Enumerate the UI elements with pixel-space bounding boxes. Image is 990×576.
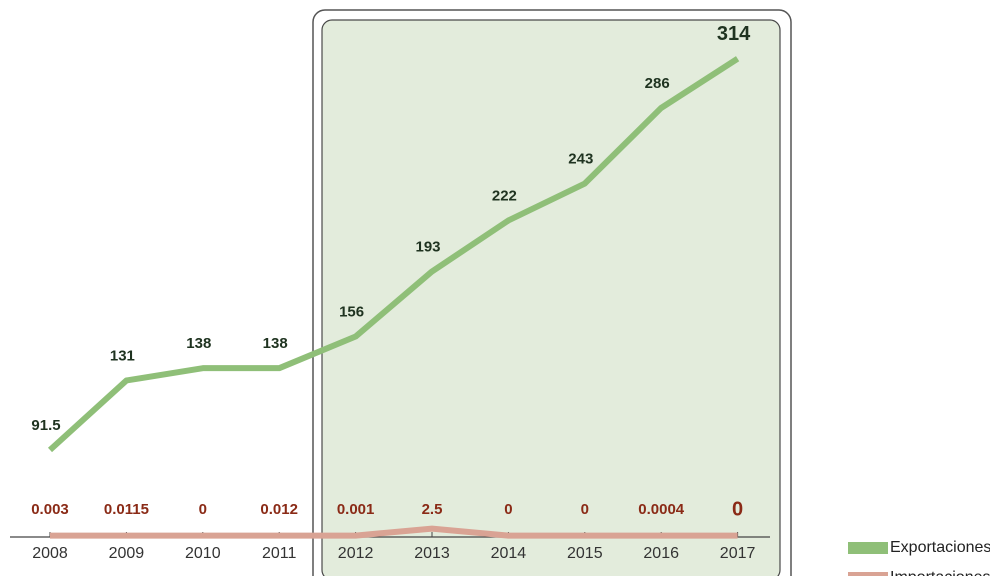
data-label: 138 [263,335,288,352]
legend-label: Importaciones [890,569,990,576]
x-tick-label: 2014 [491,545,527,562]
data-label: 0 [732,498,743,520]
data-label: 0 [581,501,589,518]
highlight-panel [321,19,781,576]
highlight-frame [312,9,792,576]
data-label: 286 [645,75,670,92]
data-label: 0.012 [260,501,298,518]
legend-swatch [848,542,888,554]
x-tick-label: 2015 [567,545,603,562]
data-label: 2.5 [422,501,443,518]
data-label: 0 [199,501,207,518]
x-tick-label: 2009 [109,545,145,562]
data-label: 193 [415,238,440,255]
data-label: 91.5 [31,417,60,434]
data-label: 138 [186,335,211,352]
x-tick-label: 2011 [262,545,297,562]
data-label: 0.001 [337,501,375,518]
x-tick-label: 2012 [338,545,374,562]
data-label: 243 [568,151,593,168]
data-label: 156 [339,303,364,320]
x-tick-label: 2013 [414,545,450,562]
data-label: 314 [717,23,751,45]
series-line [49,525,738,539]
data-label: 0.003 [31,501,69,518]
x-tick-label: 2010 [185,545,221,562]
data-label: 0 [504,501,512,518]
x-tick-label: 2017 [720,545,756,562]
legend-swatch [848,572,888,576]
series-line [47,56,740,453]
legend-label: Exportaciones [890,539,990,556]
data-label: 131 [110,347,135,364]
data-label: 0.0004 [638,501,685,518]
data-label: 222 [492,187,517,204]
x-tick-label: 2008 [32,545,68,562]
data-label: 0.0115 [104,501,149,518]
x-tick-label: 2016 [643,545,679,562]
